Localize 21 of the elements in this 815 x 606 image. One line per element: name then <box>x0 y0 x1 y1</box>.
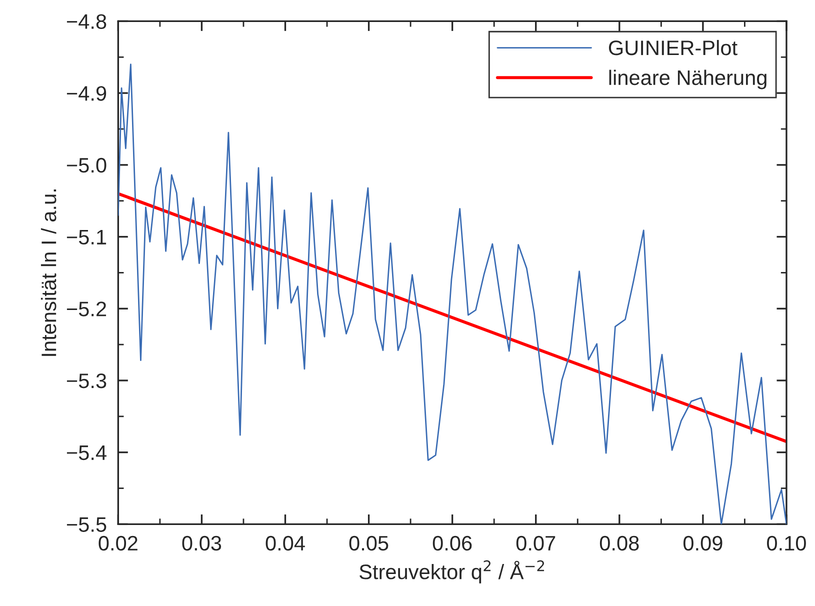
y-tick-label: −5.5 <box>66 517 106 532</box>
y-tick-label: −4.8 <box>66 14 106 29</box>
legend-label: lineare Näherung <box>609 70 766 90</box>
x-tick-label: 0.08 <box>600 536 639 551</box>
y-axis-title: Intensität ln I / a.u. <box>40 189 56 356</box>
legend-label: GUINIER-Plot <box>608 40 738 56</box>
x-axis-title: Streuvektor q$^{2}$ / Å$^{−2}$ <box>360 560 544 584</box>
x-tick-label: 0.06 <box>432 536 472 551</box>
y-tick-label: −5.3 <box>66 373 106 388</box>
x-tick-label: 0.05 <box>349 536 388 551</box>
y-tick-label: −5.4 <box>66 446 106 460</box>
y-tick-label: −5.1 <box>66 230 106 245</box>
x-tick-label: 0.09 <box>683 536 722 551</box>
x-tick-label: 0.02 <box>98 536 138 551</box>
x-tick-label: 0.04 <box>266 536 305 551</box>
y-tick-label: −4.9 <box>66 86 106 101</box>
x-tick-label: 0.10 <box>767 536 806 551</box>
x-tick-label: 0.07 <box>516 536 556 551</box>
x-tick-label: 0.03 <box>182 536 222 551</box>
y-tick-label: −5.2 <box>66 302 106 316</box>
y-tick-label: −5.0 <box>66 158 106 173</box>
